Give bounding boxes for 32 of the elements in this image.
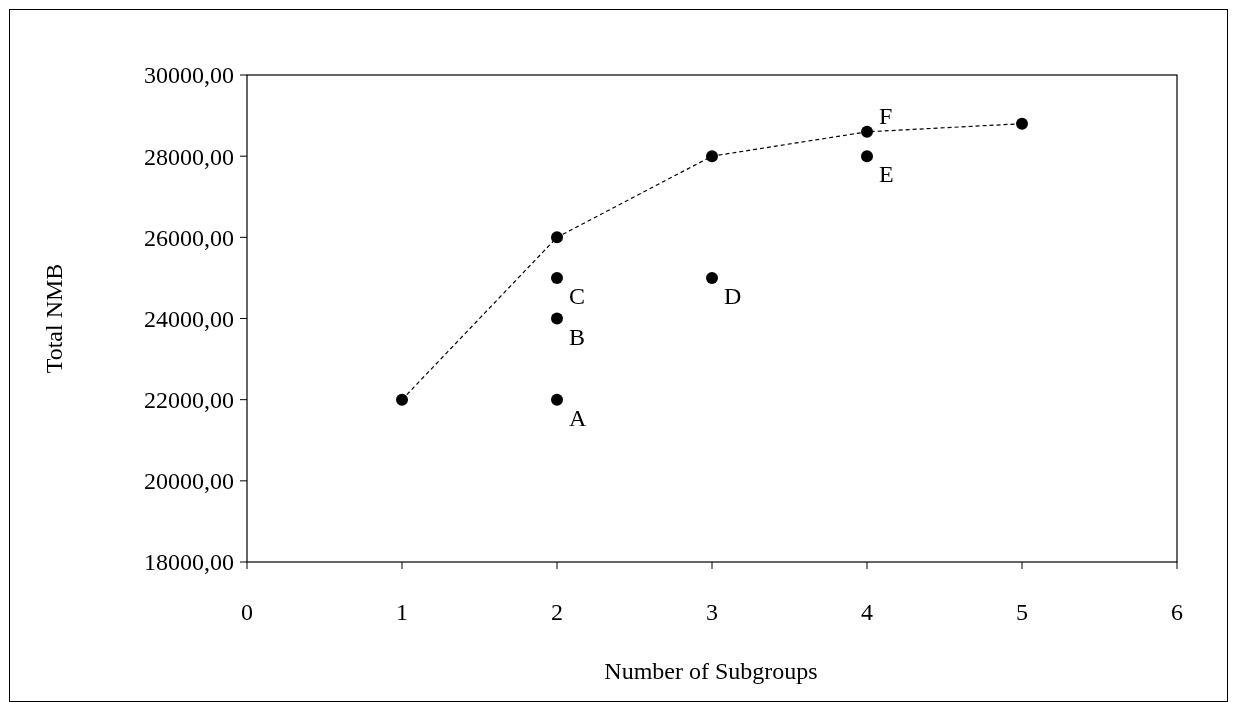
x-tick-label: 0: [241, 599, 253, 625]
y-tick-label: 20000,00: [144, 468, 234, 495]
x-axis-title: Number of Subgroups: [604, 658, 818, 684]
y-tick-label: 24000,00: [144, 305, 234, 332]
point: [706, 271, 718, 284]
point: [861, 150, 873, 163]
annotation: D: [724, 282, 742, 309]
x-tick-label: 6: [1171, 599, 1183, 625]
point: [861, 125, 873, 138]
annotation: E: [879, 161, 894, 188]
annotation: C: [569, 282, 586, 309]
point: [551, 393, 563, 406]
annotation: A: [569, 404, 587, 431]
y-tick-label: 22000,00: [144, 387, 234, 414]
point: [706, 150, 718, 163]
y-tick-label: 18000,00: [144, 549, 234, 576]
y-axis-title: Total NMB: [41, 263, 67, 374]
x-tick-label: 5: [1016, 599, 1028, 625]
point: [1016, 117, 1028, 130]
annotation: F: [879, 102, 893, 129]
point: [551, 271, 563, 284]
y-tick-label: 30000,00: [144, 62, 234, 89]
point: [396, 393, 408, 406]
annotation: B: [569, 323, 586, 350]
y-tick-label: 26000,00: [144, 224, 234, 251]
point: [551, 231, 563, 244]
point: [551, 312, 563, 325]
x-tick-label: 2: [551, 599, 563, 625]
y-tick-label: 28000,00: [144, 143, 234, 170]
x-tick-label: 3: [706, 599, 718, 625]
x-tick-label: 1: [396, 599, 408, 625]
x-tick-label: 4: [861, 599, 873, 625]
